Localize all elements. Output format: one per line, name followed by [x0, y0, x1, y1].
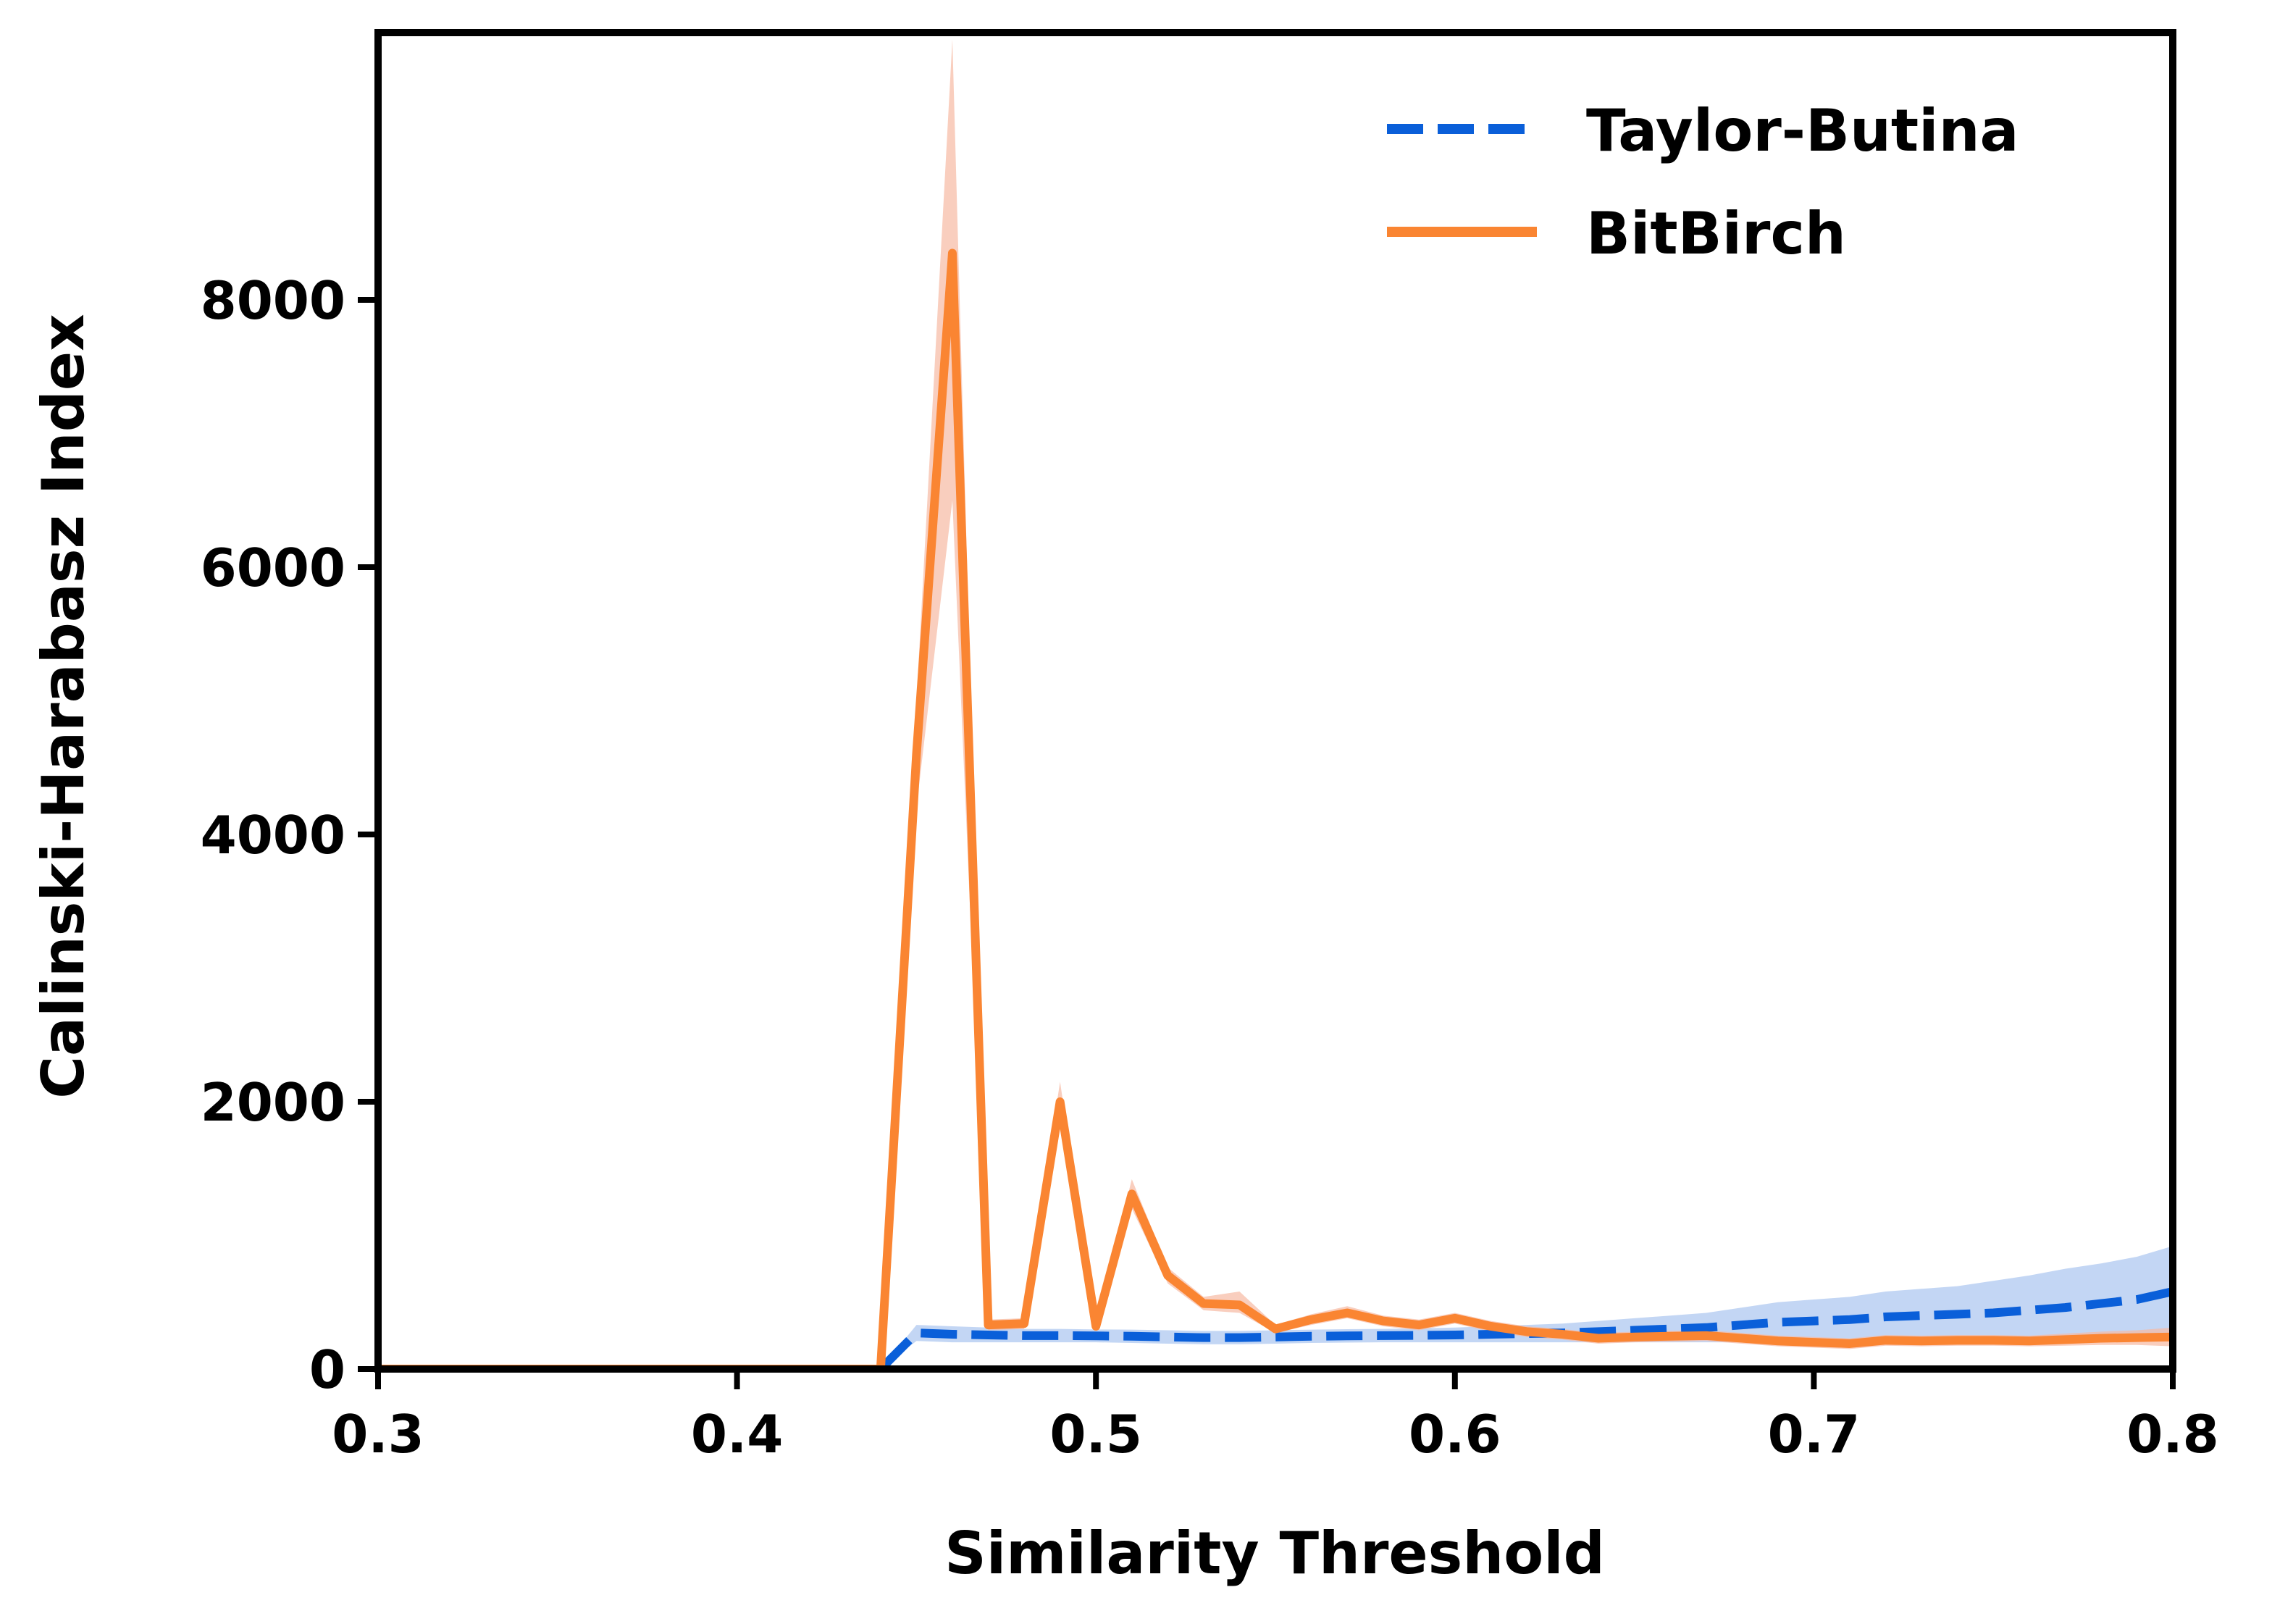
x-axis-title: Similarity Threshold: [944, 1520, 1605, 1587]
x-tick-label-0.7: 0.7: [1768, 1404, 1861, 1465]
x-tick-label-0.8: 0.8: [2126, 1404, 2219, 1465]
band-taylor-butina: [378, 1246, 2173, 1369]
legend: Taylor-Butina BitBirch: [1387, 97, 2019, 267]
y-tick-label-4000: 4000: [201, 805, 345, 866]
legend-label-bitbirch: BitBirch: [1586, 200, 1846, 267]
y-axis: 0 2000 4000 6000 8000: [201, 270, 378, 1400]
y-axis-title: Calinski-Harabasz Index: [30, 314, 97, 1098]
plot-frame: [374, 29, 2176, 1373]
x-tick-label-0.4: 0.4: [691, 1404, 784, 1465]
x-tick-label-0.5: 0.5: [1049, 1404, 1142, 1465]
y-tick-label-6000: 6000: [201, 537, 345, 598]
series-line-bitbirch: [378, 248, 2173, 1369]
x-axis: 0.3 0.4 0.5 0.6 0.7 0.8: [332, 1369, 2219, 1465]
band-bitbirch: [378, 39, 2173, 1369]
x-tick-label-0.3: 0.3: [332, 1404, 424, 1465]
y-tick-label-2000: 2000: [201, 1072, 345, 1133]
x-tick-label-0.6: 0.6: [1409, 1404, 1501, 1465]
plot-area: [378, 39, 2173, 1369]
y-tick-label-0: 0: [309, 1339, 345, 1400]
legend-label-taylor-butina: Taylor-Butina: [1586, 97, 2019, 164]
y-tick-label-8000: 8000: [201, 270, 345, 331]
